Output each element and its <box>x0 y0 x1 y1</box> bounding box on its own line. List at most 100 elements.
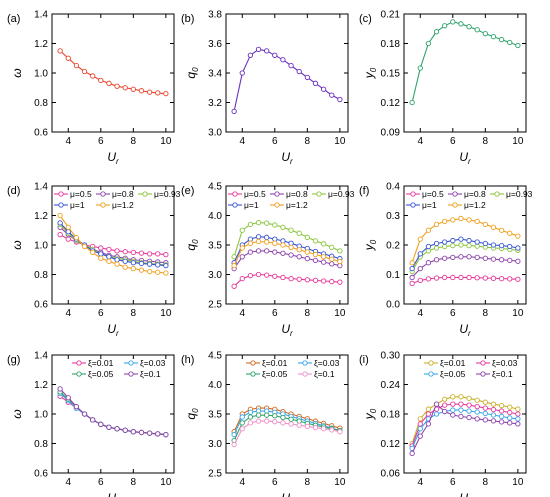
x-axis-label-main: U <box>107 322 116 336</box>
data-point <box>498 419 505 425</box>
panel-label: (g) <box>7 354 20 366</box>
x-axis-label-main: U <box>459 150 468 164</box>
data-point <box>130 86 136 92</box>
data-point <box>130 265 136 272</box>
y-tick-label: 4.0 <box>208 380 222 391</box>
y-tick-label: 0.8 <box>34 270 48 281</box>
legend-label: ξ=0.05 <box>88 369 114 379</box>
legend-label: ξ=0.03 <box>140 358 166 368</box>
data-point <box>442 402 448 408</box>
data-point <box>458 242 464 248</box>
data-point <box>296 254 302 260</box>
data-point <box>329 261 335 267</box>
data-point <box>458 254 464 260</box>
y-tick-label: 3.5 <box>208 410 222 421</box>
data-point <box>65 229 71 235</box>
x-tick-label: 10 <box>334 477 346 488</box>
data-point <box>466 217 472 223</box>
x-tick-label: 10 <box>160 136 172 147</box>
data-point <box>490 401 497 407</box>
y-axis-label-main: q <box>184 72 198 79</box>
data-point <box>57 212 63 219</box>
y-tick-label: 3.0 <box>208 128 222 139</box>
y-tick-label: 2.5 <box>208 300 222 311</box>
legend-label: ξ=0.01 <box>262 358 288 368</box>
panel-c: (c) 4 6 8 10 0.09 0.12 0.15 0.18 0.21 Ur y0 <box>359 10 527 166</box>
data-point <box>515 421 521 427</box>
data-point <box>312 277 319 284</box>
data-point <box>90 249 96 256</box>
y-tick-label: 0.06 <box>381 469 401 480</box>
data-point <box>304 249 310 255</box>
legend-label: μ=0.5 <box>422 189 444 199</box>
data-point <box>155 269 161 275</box>
data-point <box>320 241 327 247</box>
data-point <box>288 275 294 282</box>
x-tick-label: 4 <box>65 477 71 488</box>
data-point <box>280 250 286 256</box>
data-point <box>304 74 310 81</box>
x-tick-label: 8 <box>131 136 137 147</box>
x-tick-label: 4 <box>239 477 245 488</box>
y-axis-label-main: y <box>362 243 376 251</box>
data-point <box>417 416 423 422</box>
legend: μ=0.5 μ=0.8 μ=0.93 μ=1 μ=1.2 <box>228 189 355 210</box>
data-point <box>409 274 415 281</box>
data-point <box>490 418 497 424</box>
data-point <box>255 219 262 226</box>
y-tick-label: 3.0 <box>208 439 222 450</box>
y-axis-label-sub: 0 <box>191 67 200 72</box>
data-point <box>425 421 432 427</box>
data-point <box>425 411 432 417</box>
data-point <box>458 407 464 413</box>
data-point <box>515 411 521 417</box>
x-tick-label: 10 <box>512 477 524 488</box>
x-tick-label: 6 <box>450 308 456 319</box>
legend-swatch-marker <box>410 202 416 208</box>
y-tick-label: 3.4 <box>208 69 222 80</box>
data-point <box>114 426 120 432</box>
data-point <box>490 242 497 248</box>
series-ξ=0.03 <box>409 401 521 449</box>
series-line <box>409 19 521 106</box>
legend-label: μ=0.5 <box>244 189 266 199</box>
series-ξ=0.01 <box>57 393 169 438</box>
data-point <box>57 386 63 392</box>
x-axis-label: Ur <box>107 150 119 166</box>
data-point <box>98 421 104 427</box>
y-tick-label: 1.0 <box>34 241 48 252</box>
y-tick-label: 0.4 <box>386 182 400 193</box>
y-tick-label: 3.5 <box>208 241 222 252</box>
data-point <box>264 272 270 278</box>
legend-label: ξ=0.1 <box>140 369 161 379</box>
series-line <box>231 46 343 115</box>
legend-swatch-marker <box>452 202 458 208</box>
legend-label: ξ=0.1 <box>314 369 335 379</box>
y-axis-label-sub: 0 <box>191 408 200 413</box>
legend-swatch-marker <box>316 191 322 197</box>
x-tick-label: 10 <box>160 477 172 488</box>
data-point <box>264 48 270 54</box>
data-point <box>239 420 245 426</box>
x-tick-label: 8 <box>483 477 489 488</box>
x-tick-label: 10 <box>512 136 524 147</box>
data-point <box>320 426 327 432</box>
legend-swatch-marker <box>428 371 434 377</box>
data-point <box>122 264 128 270</box>
data-point <box>264 248 270 254</box>
data-point <box>442 274 448 281</box>
data-point <box>515 245 521 251</box>
x-axis-label-main: U <box>281 150 290 164</box>
legend: μ=0.5 μ=0.8 μ=0.93 μ=1 μ=1.2 <box>54 189 181 210</box>
legend-swatch-marker <box>232 202 238 208</box>
data-point <box>155 90 161 96</box>
data-point <box>409 450 415 456</box>
legend-swatch-marker <box>142 191 148 197</box>
data-point <box>482 221 488 228</box>
data-point <box>155 262 161 268</box>
data-point <box>247 414 254 420</box>
legend-label: ξ=0.01 <box>440 358 466 368</box>
x-tick-label: 6 <box>98 136 104 147</box>
x-tick-label: 6 <box>272 136 278 147</box>
plot-frame <box>403 185 527 305</box>
